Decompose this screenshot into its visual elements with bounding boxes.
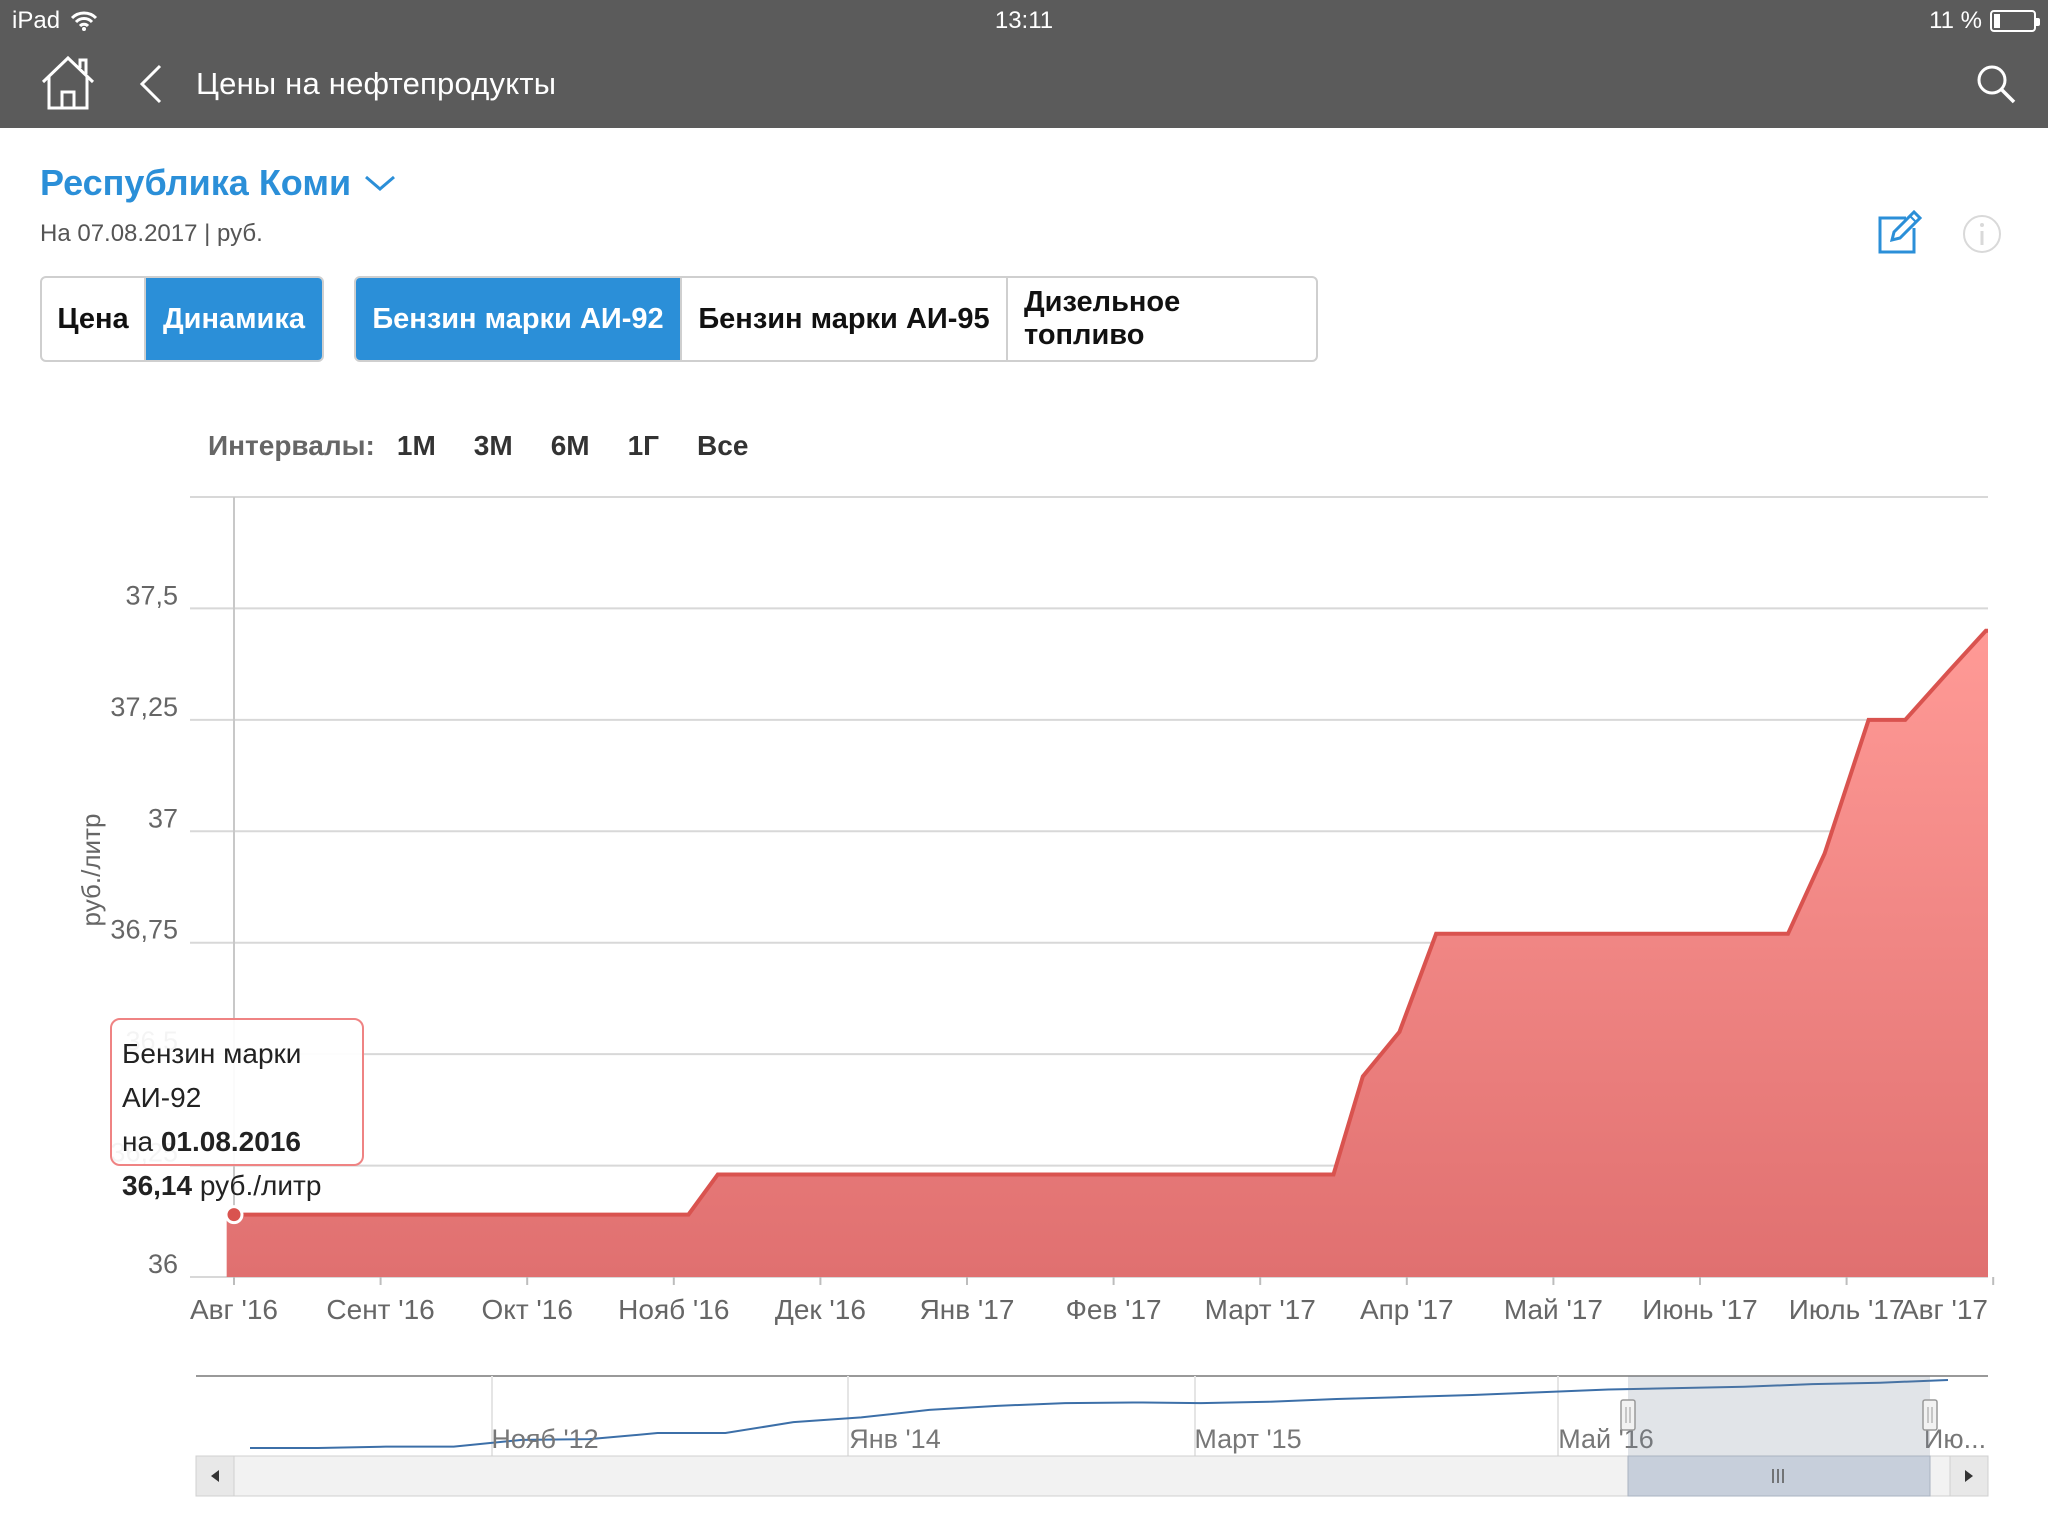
x-tick-label: Июнь '17: [1642, 1294, 1757, 1325]
y-axis-title: руб./литр: [76, 814, 106, 927]
tab-dynamics[interactable]: Динамика: [146, 278, 322, 360]
navigator-selection[interactable]: [1628, 1376, 1930, 1456]
intervals-label: Интервалы:: [208, 430, 375, 461]
as-of-date: На 07.08.2017 | руб.: [40, 220, 263, 247]
arrow-right-icon: [1965, 1470, 1973, 1482]
back-chevron-icon[interactable]: [134, 62, 168, 106]
y-tick-label: 37: [148, 803, 178, 833]
x-tick-label: Окт '16: [481, 1294, 572, 1325]
hover-marker: [224, 1205, 244, 1225]
x-tick-label: Март '17: [1205, 1294, 1316, 1325]
battery-percent: 11 %: [1929, 7, 1982, 34]
chart-tooltip: Бензин марки АИ-92 на 01.08.2016 36,14 р…: [110, 1018, 364, 1201]
device-name: iPad: [12, 7, 61, 34]
navigator-scrollbar-thumb[interactable]: [1627, 1455, 1931, 1497]
arrow-left-icon: [211, 1470, 219, 1482]
x-tick-label: Авг '16: [190, 1294, 278, 1325]
top-bar: iPad 13:11 11 % Цены на нефтепродукты: [0, 0, 2048, 128]
x-tick-label: Дек '16: [775, 1294, 866, 1325]
tooltip-value-line: 36,14 руб./литр: [122, 1164, 352, 1208]
navigator-series-line: [250, 1379, 1949, 1449]
battery-icon: [1990, 10, 2040, 32]
series-area-ai92: [226, 630, 1988, 1277]
interval-3m[interactable]: 3М: [473, 430, 513, 461]
navigator-label: Май '16: [1558, 1424, 1654, 1454]
interval-6m[interactable]: 6М: [550, 430, 590, 461]
mode-tabs: Цена Динамика: [40, 276, 324, 362]
tab-ai95[interactable]: Бензин марки АИ-95: [682, 278, 1008, 360]
status-right: 11 %: [1929, 7, 2040, 35]
tooltip-value: 36,14: [122, 1170, 193, 1201]
wifi-icon: [70, 11, 98, 31]
region-name: Республика Коми: [40, 162, 352, 203]
navigator-label: Нояб '12: [491, 1424, 598, 1454]
home-icon[interactable]: [38, 54, 98, 112]
info-icon[interactable]: [1962, 214, 2002, 254]
nav-bar: Цены на нефтепродукты: [0, 50, 2048, 120]
fuel-tabs: Бензин марки АИ-92 Бензин марки АИ-95 Ди…: [354, 276, 1318, 362]
page-title: Цены на нефтепродукты: [196, 66, 557, 101]
tab-price[interactable]: Цена: [42, 278, 146, 360]
status-time: 13:11: [994, 7, 1054, 34]
interval-1m[interactable]: 1М: [396, 430, 436, 461]
status-bar: iPad 13:11 11 %: [0, 0, 2048, 42]
x-tick-label: Май '17: [1504, 1294, 1603, 1325]
x-tick-label: Авг '17: [1900, 1294, 1988, 1325]
tooltip-unit: руб./литр: [199, 1170, 322, 1201]
status-left: iPad: [12, 7, 98, 35]
interval-1y[interactable]: 1Г: [627, 430, 660, 461]
y-tick-label: 37,25: [110, 692, 178, 722]
chevron-down-icon: [365, 175, 396, 191]
region-selector[interactable]: Республика Коми: [40, 162, 397, 204]
tooltip-date: 01.08.2016: [160, 1126, 301, 1157]
x-tick-label: Фев '17: [1066, 1294, 1162, 1325]
y-tick-label: 36,75: [110, 915, 178, 945]
tooltip-date-line: на 01.08.2016: [122, 1120, 352, 1164]
navigator-label: Янв '14: [849, 1424, 940, 1454]
tooltip-series: Бензин марки АИ-92: [122, 1038, 302, 1113]
tab-diesel[interactable]: Дизельное топливо: [1024, 286, 1181, 351]
edit-icon[interactable]: [1876, 210, 1922, 256]
navigator-label: Март '15: [1194, 1424, 1301, 1454]
interval-all[interactable]: Все: [697, 430, 749, 461]
x-tick-label: Сент '16: [326, 1294, 434, 1325]
search-icon[interactable]: [1974, 62, 2018, 106]
tooltip-prefix: на: [122, 1126, 154, 1157]
x-tick-label: Янв '17: [920, 1294, 1015, 1325]
x-tick-label: Июль '17: [1789, 1294, 1905, 1325]
y-tick-label: 37,5: [125, 580, 178, 610]
x-tick-label: Нояб '16: [618, 1294, 729, 1325]
x-tick-label: Апр '17: [1360, 1294, 1454, 1325]
tab-ai92[interactable]: Бензин марки АИ-92: [356, 278, 682, 360]
interval-selector: Интервалы: 1М 3М 6М 1Г Все: [208, 430, 786, 462]
navigator-handle-left[interactable]: [1620, 1399, 1636, 1431]
navigator-handle-right[interactable]: [1922, 1399, 1938, 1431]
series-line-ai92: [226, 628, 1988, 1217]
y-tick-label: 36: [148, 1249, 178, 1279]
